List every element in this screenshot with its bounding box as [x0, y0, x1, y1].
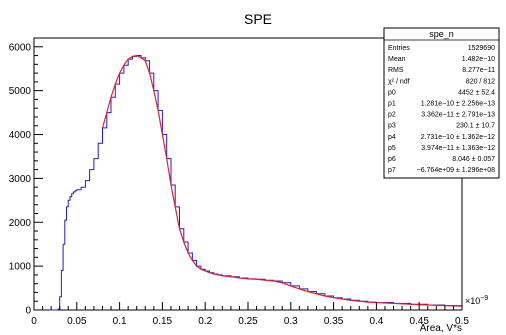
y-tick-label: 5000 — [9, 86, 32, 97]
y-tick-label: 0 — [25, 306, 31, 317]
chart-title: SPE — [244, 11, 272, 27]
y-tick-label: 4000 — [9, 130, 32, 141]
x-tick-label: 0.3 — [284, 316, 298, 327]
stats-row-value: 1.281e−10 ± 2.256e−13 — [421, 101, 495, 108]
stats-row-value: 8.277e−11 — [462, 67, 495, 74]
x-axis-label: Area, V*s — [420, 323, 462, 334]
stats-row-label: Entries — [388, 45, 410, 52]
stats-row-label: p0 — [388, 89, 396, 96]
stats-row-value: −6.764e+09 ± 1.296e+08 — [417, 167, 495, 174]
stats-row-value: 3.974e−11 ± 1.363e−12 — [421, 145, 495, 152]
x-tick-label: 0.2 — [198, 316, 212, 327]
y-tick-label: 1000 — [9, 262, 32, 273]
y-tick-label: 6000 — [9, 42, 32, 53]
stats-row-label: Mean — [388, 56, 406, 63]
stats-row-label: RMS — [388, 67, 404, 74]
stats-row-label: p3 — [388, 123, 396, 130]
fit-series — [101, 54, 463, 307]
stats-row-value: 230.1 ± 10.7 — [456, 123, 495, 130]
x-axis: 0 0.05 0.1 0.15 0.2 0.25 0.3 0.35 0.4 0.45 0.5 — [31, 302, 469, 327]
stats-row-value: 8.046 ± 0.057 — [452, 156, 495, 163]
stats-row-value: 1.482e−10 — [462, 56, 495, 63]
x-tick-label: 0.4 — [369, 316, 383, 327]
x-tick-label: 0.05 — [67, 316, 87, 327]
stats-row-label: p1 — [388, 101, 396, 108]
stats-row-label: p6 — [388, 156, 396, 163]
x-tick-label: 0.35 — [324, 316, 344, 327]
stats-row-label: p2 — [388, 112, 396, 119]
stats-row-value: 1529690 — [468, 45, 495, 52]
stats-box-title: spe_n — [429, 29, 454, 39]
y-tick-label: 2000 — [9, 218, 32, 229]
stats-row-value: 2.731e−10 ± 1.362e−12 — [421, 134, 495, 141]
stats-box: spe_n Entries 1529690 Mean 1.482e−10 RMS 8.27… — [383, 27, 500, 179]
x-tick-label: 0.5 — [455, 316, 469, 327]
x-tick-label: 0.25 — [238, 316, 258, 327]
fit-layer — [101, 54, 463, 307]
y-tick-label: 3000 — [9, 174, 32, 185]
y-axis: 0 1000 2000 3000 4000 5000 6000 — [9, 37, 43, 317]
x-tick-label: 0.1 — [113, 316, 127, 327]
x-exponent-label: ×10−9 — [465, 295, 488, 306]
stats-row-label: p4 — [388, 134, 396, 141]
stats-row-value: 4452 ± 52.4 — [458, 89, 495, 96]
stats-row-value: 3.362e−11 ± 2.791e−13 — [421, 112, 495, 119]
stats-row-label: p5 — [388, 145, 396, 152]
stats-row-value: 820 / 812 — [466, 78, 495, 85]
x-tick-label: 0.15 — [153, 316, 173, 327]
x-tick-label: 0.45 — [409, 316, 429, 327]
stats-row-label: p7 — [388, 167, 396, 174]
stats-box-frame — [383, 27, 500, 179]
stats-row-label: χ² / ndf — [388, 78, 410, 85]
x-tick-label: 0 — [31, 316, 37, 327]
stats-rows: Entries 1529690 Mean 1.482e−10 RMS 8.277e−11 χ… — [388, 45, 495, 174]
